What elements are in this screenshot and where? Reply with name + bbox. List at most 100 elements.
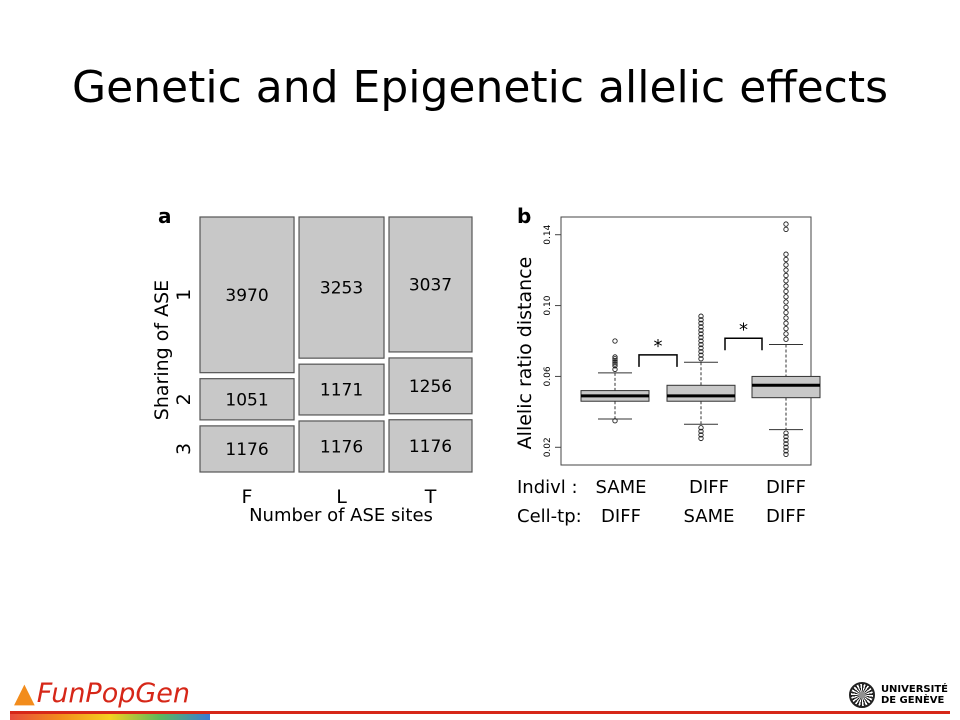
outlier-point <box>698 348 704 355</box>
outlier-point <box>783 278 789 284</box>
group-celltp-label: DIFF <box>601 506 641 527</box>
box-iqr <box>751 375 821 399</box>
outlier-point <box>698 317 704 323</box>
outlier-point <box>698 334 704 341</box>
logo-triangle-icon: ▲ <box>14 678 35 709</box>
group-indivl-label: DIFF <box>689 477 729 498</box>
panel-b-label: b <box>517 204 531 228</box>
outlier-point <box>783 262 789 268</box>
outlier-point <box>612 354 618 360</box>
outlier-point <box>783 320 789 326</box>
significance-bracket <box>638 354 678 367</box>
mosaic-column-label: T <box>424 486 437 508</box>
panel-a-label: a <box>158 204 172 228</box>
mosaic-cell <box>199 425 295 473</box>
outlier-point <box>783 441 789 447</box>
slide-title: Genetic and Epigenetic allelic effects <box>71 62 889 113</box>
group-indivl-label: SAME <box>596 477 647 498</box>
outlier-point <box>698 324 704 330</box>
mosaic-cell-value: 3037 <box>409 275 452 295</box>
outlier-point <box>698 320 704 326</box>
mosaic-column-label: F <box>242 486 253 508</box>
outlier-point <box>698 428 704 434</box>
outlier-point <box>783 325 789 332</box>
mosaic-row-label: 2 <box>173 393 195 405</box>
outlier-point <box>783 437 789 443</box>
mosaic-cell-value: 1176 <box>320 437 363 457</box>
outlier-point <box>612 357 618 364</box>
funpopgen-logo: ▲ FunPopGen <box>14 678 190 709</box>
mosaic-row-label: 3 <box>173 443 195 455</box>
outlier-point <box>783 430 789 436</box>
panel-a-ylabel: Sharing of ASE <box>151 280 173 420</box>
y-tick-label: 0.02 <box>543 437 553 457</box>
mosaic-cell <box>388 357 473 415</box>
outlier-point <box>783 448 789 454</box>
footer-divider <box>10 711 950 714</box>
outlier-point <box>783 299 789 305</box>
y-tick-label: 0.06 <box>543 366 553 386</box>
outlier-point <box>783 267 789 273</box>
outlier-point <box>612 366 618 372</box>
y-tick-label: 0.14 <box>543 224 553 244</box>
y-tick-label: 0.10 <box>543 295 553 315</box>
university-seal-icon <box>848 682 875 708</box>
mosaic-cell <box>388 419 473 473</box>
outlier-point <box>698 313 704 319</box>
row-label-celltp: Cell-tp: <box>517 506 582 527</box>
university-name-line2: DE GENÈVE <box>880 695 945 706</box>
outlier-point <box>698 425 704 431</box>
funpopgen-logo-text: FunPopGen <box>36 678 191 709</box>
outlier-point <box>612 418 618 424</box>
outlier-point <box>698 356 704 362</box>
row-label-indivl: Indivl : <box>517 477 578 498</box>
panel-b-ylabel: Allelic ratio distance <box>514 257 536 450</box>
mosaic-cell-value: 1176 <box>225 440 268 460</box>
outlier-point <box>783 444 789 450</box>
mosaic-cell <box>298 216 385 359</box>
group-indivl-label: DIFF <box>766 477 806 498</box>
boxplot-panel-b: b Allelic ratio distance 0.02 0.06 0.10 0.1… <box>514 204 821 527</box>
outlier-point <box>698 331 704 337</box>
mosaic-cell <box>199 216 295 374</box>
outlier-point <box>783 304 789 310</box>
mosaic-cell-value: 3970 <box>225 286 268 306</box>
group-celltp-label: DIFF <box>766 506 806 527</box>
outlier-point <box>612 338 618 344</box>
outlier-point <box>783 310 789 316</box>
footer-color-bar <box>10 714 210 720</box>
outlier-point <box>783 451 789 458</box>
outlier-point <box>612 359 618 365</box>
significance-star: * <box>739 319 748 340</box>
outlier-point <box>783 251 789 257</box>
group-celltp-label: SAME <box>684 506 735 527</box>
outlier-point <box>612 356 618 362</box>
outlier-point <box>783 221 789 227</box>
outlier-point <box>783 331 789 337</box>
mosaic-cell <box>298 363 385 416</box>
outlier-point <box>698 345 704 351</box>
panel-a-xlabel: Number of ASE sites <box>249 505 433 526</box>
university-logo: UNIVERSITÉ DE GENÈVE <box>848 682 948 708</box>
outlier-point <box>783 283 789 289</box>
outlier-point <box>783 294 789 300</box>
mosaic-plot-panel-a: a Sharing of ASE 1 2 3 3970 1051 1176 3253 117… <box>151 204 473 526</box>
mosaic-column-label: L <box>336 486 347 508</box>
outlier-point <box>783 336 789 342</box>
outlier-point <box>698 341 704 348</box>
mosaic-cell-value: 1171 <box>320 381 363 401</box>
mosaic-cell <box>199 378 295 421</box>
outlier-point <box>698 338 704 344</box>
outlier-point <box>698 327 704 334</box>
outlier-point <box>783 272 789 279</box>
outlier-point <box>783 315 789 321</box>
mosaic-cell-value: 1176 <box>409 437 452 457</box>
plot-frame <box>560 216 812 466</box>
outlier-point <box>612 361 618 367</box>
university-name-line1: UNIVERSITÉ <box>880 684 948 695</box>
outlier-point <box>612 363 618 369</box>
outlier-point <box>698 352 704 358</box>
mosaic-row-label: 1 <box>173 289 195 301</box>
outlier-point <box>698 435 704 442</box>
outlier-point <box>783 256 789 263</box>
